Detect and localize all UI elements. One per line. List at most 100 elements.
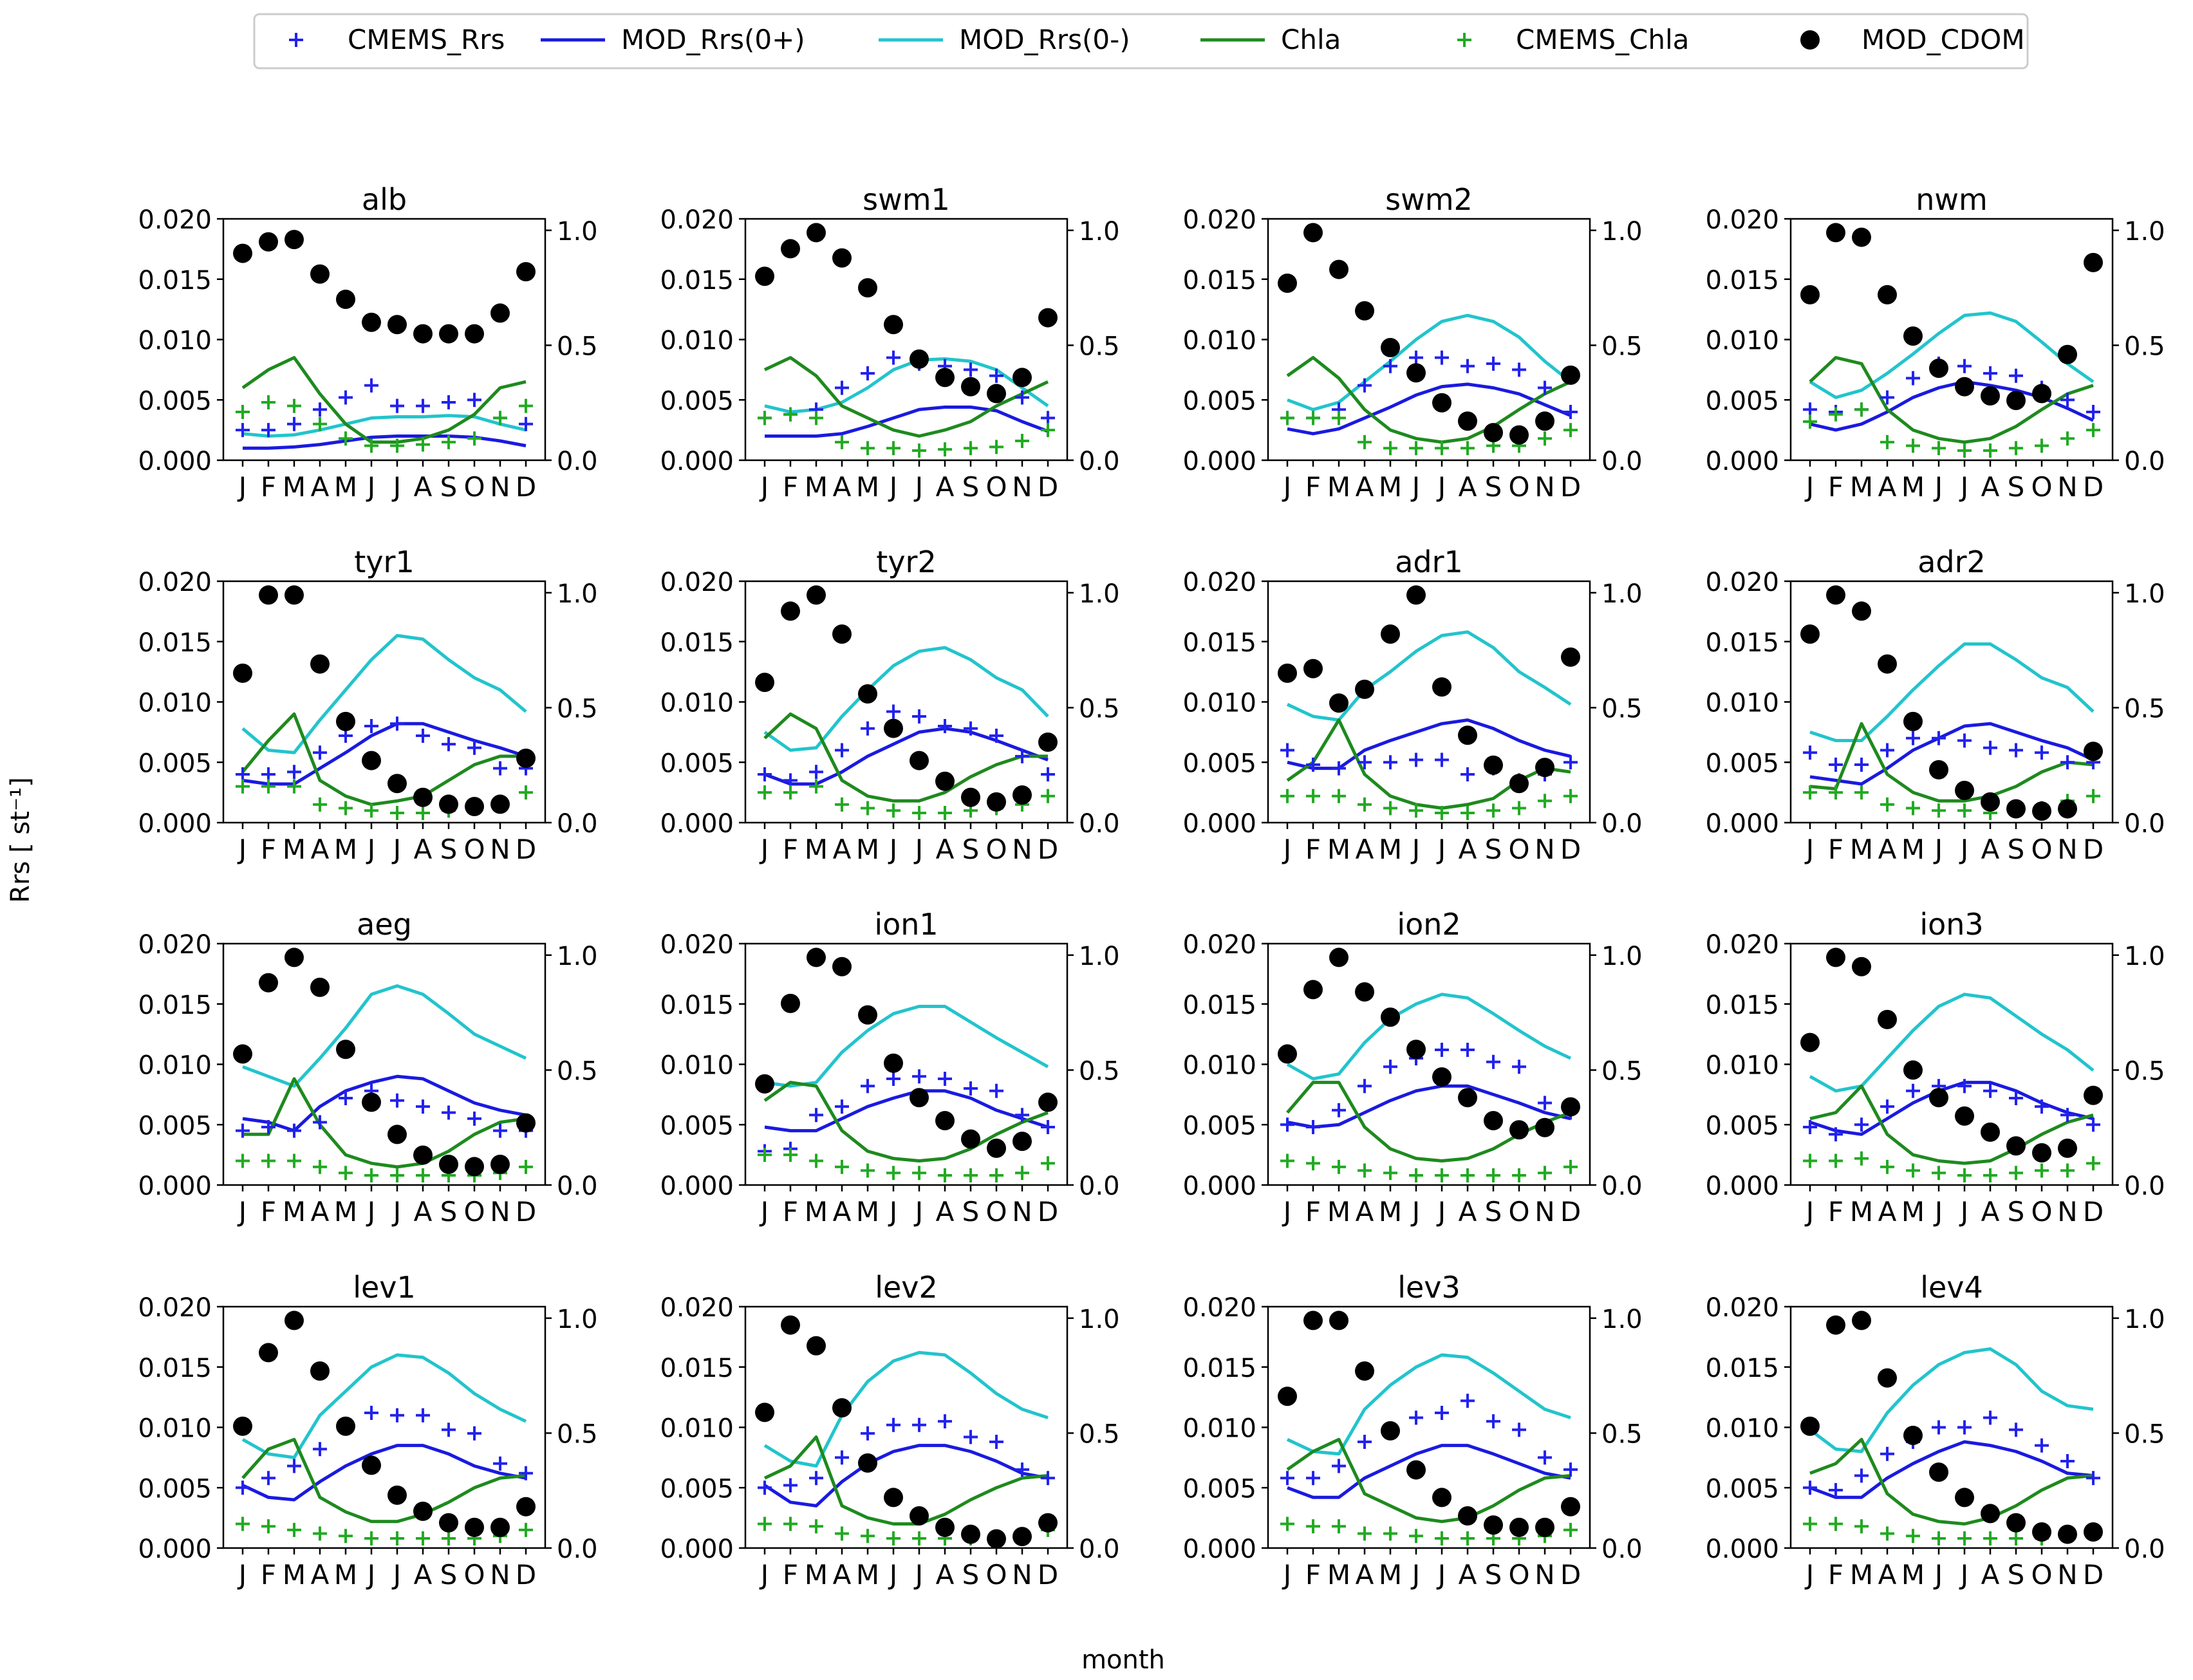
left-tick-label: 0.020 [138, 205, 212, 235]
x-tick-label: O [2031, 471, 2052, 503]
point-mod-cdom [336, 711, 355, 731]
x-tick-label: F [261, 834, 276, 865]
x-tick-label: O [1508, 471, 1529, 503]
series-Chla [763, 712, 1048, 803]
point-mod-cdom [233, 1416, 252, 1436]
point-cmems-rrs [2009, 1423, 2023, 1437]
left-tick-label: 0.005 [1705, 1474, 1779, 1504]
x-tick-label: O [463, 471, 485, 503]
panel-frame [744, 580, 1069, 824]
point-cmems-chla [1435, 806, 1449, 820]
point-mod-cdom [807, 223, 826, 243]
x-tick-label: N [490, 834, 510, 865]
point-mod-cdom [1381, 338, 1400, 357]
left-tick-label: 0.010 [1705, 689, 1779, 718]
x-tick-label: A [833, 471, 852, 503]
x-tick-label: D [1560, 471, 1581, 503]
panel-title: aeg [357, 907, 412, 942]
point-mod-cdom [1535, 1517, 1554, 1537]
left-tick-label: 0.015 [1705, 628, 1779, 658]
point-mod-cdom [439, 1513, 458, 1533]
point-mod-cdom [1929, 760, 1948, 779]
right-tick-label: 1.0 [1079, 579, 1120, 609]
left-tick-label: 0.020 [138, 1293, 212, 1323]
point-cmems-chla [1803, 415, 1817, 429]
point-mod-cdom [807, 1336, 826, 1356]
left-tick-label: 0.000 [1705, 1535, 1779, 1564]
x-tick-label: O [985, 1196, 1007, 1227]
x-tick-label: M [334, 1196, 357, 1227]
panel-frame [1267, 942, 1591, 1186]
point-cmems-rrs [442, 1423, 456, 1437]
point-mod-cdom [1955, 1488, 1974, 1507]
series-MOD_Rrs0m [764, 1005, 1049, 1088]
point-mod-cdom [259, 585, 278, 605]
point-cmems-chla [1932, 1531, 1946, 1545]
point-cmems-rrs [1983, 1410, 1997, 1425]
point-cmems-chla [2009, 1166, 2023, 1181]
point-mod-cdom [910, 349, 929, 369]
series-MOD_Rrs0p [765, 406, 1049, 438]
series-Chla [763, 1435, 1049, 1526]
legend-label: MOD_CDOM [1862, 24, 2025, 55]
x-tick-label: S [2008, 471, 2025, 503]
left-tick-label: 0.010 [1182, 689, 1256, 718]
point-mod-cdom [935, 1517, 955, 1537]
point-cmems-chla [442, 1531, 456, 1545]
point-mod-cdom [1903, 711, 1923, 731]
right-tick-label: 0.0 [2124, 447, 2165, 476]
point-mod-cdom [987, 1138, 1006, 1158]
x-tick-label: A [1878, 1196, 1897, 1227]
point-cmems-rrs [1880, 1446, 1894, 1461]
point-mod-cdom [1826, 585, 1845, 605]
left-tick-label: 0.005 [1182, 1111, 1256, 1141]
left-tick-label: 0.015 [1705, 1354, 1779, 1383]
point-cmems-chla [758, 1148, 772, 1162]
point-cmems-chla [809, 1519, 823, 1534]
point-mod-cdom [439, 324, 458, 344]
x-tick-label: J [913, 1196, 923, 1227]
x-tick-label: D [516, 1559, 536, 1591]
point-cmems-rrs [783, 1478, 798, 1493]
point-cmems-rrs [1435, 350, 1449, 365]
point-cmems-rrs [1280, 743, 1294, 758]
point-cmems-chla [1332, 411, 1346, 425]
point-cmems-rrs [2086, 405, 2100, 419]
right-tick-label: 1.0 [2124, 579, 2165, 609]
x-tick-label: A [833, 834, 852, 865]
x-tick-label: J [391, 1559, 401, 1591]
point-mod-cdom [465, 1517, 484, 1537]
series-Chla [1809, 1437, 2094, 1526]
point-mod-cdom [2032, 1143, 2051, 1162]
point-cmems-rrs [442, 1105, 456, 1120]
point-cmems-chla [1041, 789, 1055, 803]
point-mod-cdom [1826, 223, 1845, 243]
point-cmems-chla [519, 1522, 533, 1537]
point-mod-cdom [1852, 1311, 1871, 1330]
x-tick-label: A [1878, 471, 1897, 503]
point-cmems-chla [1332, 789, 1346, 803]
left-tick-label: 0.020 [660, 205, 734, 235]
left-tick-label: 0.000 [138, 1171, 212, 1201]
point-mod-cdom [1355, 301, 1374, 321]
point-mod-cdom [2032, 1522, 2051, 1542]
point-mod-cdom [1484, 423, 1503, 443]
left-tick-label: 0.015 [1182, 1354, 1256, 1383]
x-tick-label: J [366, 471, 375, 503]
point-mod-cdom [516, 749, 536, 768]
series-MOD_Rrs0p [242, 722, 527, 786]
point-mod-cdom [1013, 368, 1032, 387]
point-mod-cdom [1303, 658, 1323, 678]
x-tick-label: D [2083, 834, 2104, 865]
right-tick-label: 0.0 [1601, 1171, 1643, 1201]
point-cmems-chla [886, 1166, 901, 1181]
x-tick-label: D [2083, 471, 2104, 503]
point-mod-cdom [1800, 1416, 1820, 1436]
point-cmems-chla [236, 1517, 250, 1531]
point-mod-cdom [781, 239, 800, 259]
series-MOD_Rrs0m [1809, 1347, 2094, 1453]
point-mod-cdom [832, 248, 852, 268]
x-tick-label: A [414, 834, 433, 865]
